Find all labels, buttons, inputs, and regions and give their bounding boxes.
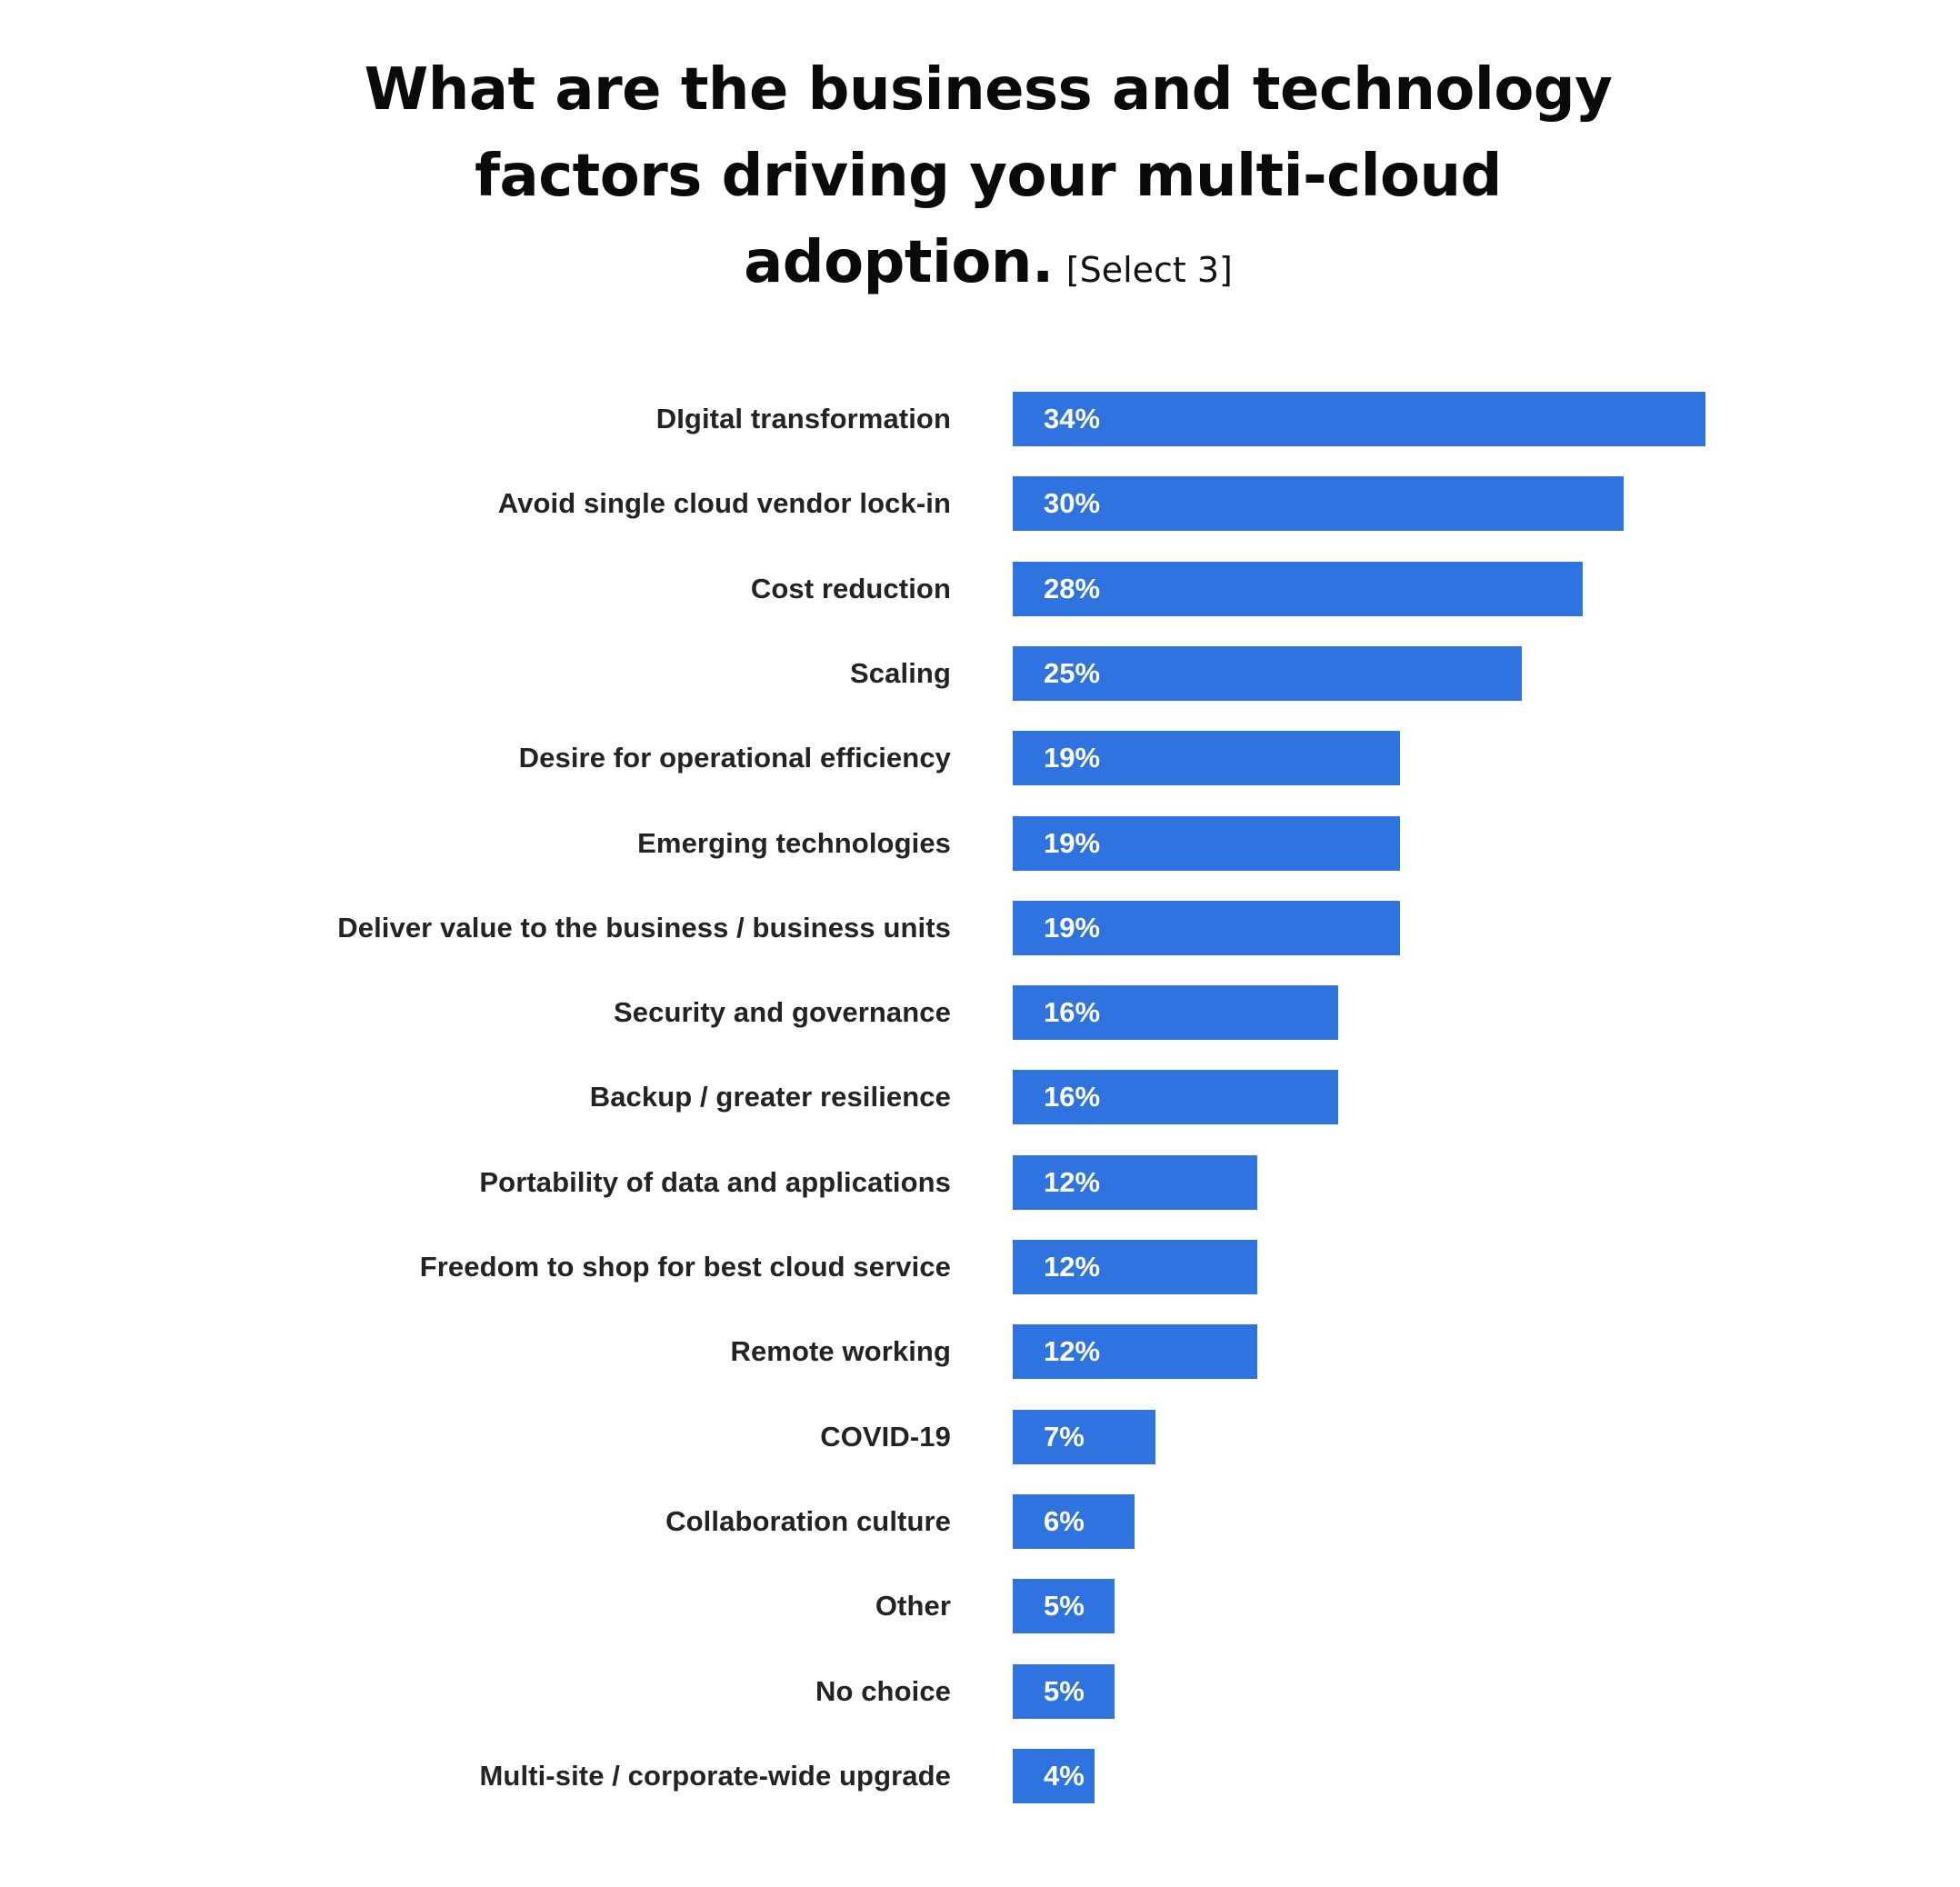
bar-value-label: 12%	[1044, 1251, 1101, 1283]
bar-row: Emerging technologies 19%	[0, 815, 1960, 871]
bar-label: Portability of data and applications	[479, 1165, 951, 1198]
bar-row: Cost reduction 28%	[0, 561, 1960, 616]
bar-row: Avoid single cloud vendor lock-in 30%	[0, 476, 1960, 532]
bar-value-label: 12%	[1044, 1335, 1101, 1368]
bar-label: Security and governance	[614, 996, 951, 1029]
bar-label: Emerging technologies	[637, 826, 951, 859]
bar: 19%	[1013, 900, 1400, 955]
bar: 12%	[1013, 1154, 1257, 1210]
bar: 5%	[1013, 1663, 1115, 1719]
select-note: [Select 3]	[1065, 250, 1233, 290]
bar: 5%	[1013, 1579, 1115, 1634]
bar-value-label: 25%	[1044, 656, 1101, 689]
bar-label: COVID-19	[820, 1420, 951, 1453]
bar-value-label: 12%	[1044, 1165, 1101, 1198]
chart-title: What are the business and technology fac…	[0, 47, 1960, 314]
bar-label: No choice	[815, 1674, 951, 1707]
title-line-1: What are the business and technology	[364, 56, 1613, 124]
bar-label: Scaling	[850, 656, 951, 689]
bar-label: Freedom to shop for best cloud service	[419, 1251, 951, 1283]
bar-value-label: 16%	[1044, 996, 1101, 1029]
bar: 19%	[1013, 731, 1400, 786]
bar-row: Security and governance 16%	[0, 985, 1960, 1041]
bar-label: Backup / greater resilience	[589, 1081, 951, 1113]
bar-value-label: 4%	[1044, 1759, 1085, 1792]
bar-value-label: 19%	[1044, 826, 1101, 859]
bar: 19%	[1013, 815, 1400, 871]
bar-row: Backup / greater resilience 16%	[0, 1070, 1960, 1125]
bar-row: DIgital transformation 34%	[0, 392, 1960, 446]
bar-row: Multi-site / corporate-wide upgrade 4%	[0, 1748, 1960, 1803]
title-line-2: factors driving your multi-cloud	[475, 143, 1502, 210]
bar-row: COVID-19 7%	[0, 1409, 1960, 1464]
title-line-3: adoption. [Select 3]	[0, 220, 1960, 314]
bar-value-label: 5%	[1044, 1674, 1085, 1707]
bar-label: Multi-site / corporate-wide upgrade	[479, 1759, 951, 1792]
bar-value-label: 5%	[1044, 1590, 1085, 1622]
bar-row: Other 5%	[0, 1579, 1960, 1634]
bar-row: Collaboration culture 6%	[0, 1493, 1960, 1549]
bar-value-label: 30%	[1044, 487, 1101, 520]
bar-value-label: 6%	[1044, 1504, 1085, 1537]
bar-row: Deliver value to the business / business…	[0, 900, 1960, 955]
bar-row: No choice 5%	[0, 1663, 1960, 1719]
bar-value-label: 19%	[1044, 911, 1101, 944]
bar: 7%	[1013, 1409, 1155, 1464]
bar-label: Remote working	[730, 1335, 951, 1368]
bar: 12%	[1013, 1240, 1257, 1294]
bar-row: Remote working 12%	[0, 1324, 1960, 1380]
bar-value-label: 7%	[1044, 1420, 1085, 1453]
bar: 25%	[1013, 645, 1522, 701]
bar: 4%	[1013, 1748, 1095, 1803]
bar-label: Desire for operational efficiency	[518, 742, 951, 774]
bar-row: Portability of data and applications 12%	[0, 1154, 1960, 1210]
title-line-3-text: adoption.	[744, 229, 1054, 296]
bar-label: Collaboration culture	[665, 1504, 951, 1537]
bar: 30%	[1013, 476, 1624, 532]
bar-value-label: 34%	[1044, 403, 1101, 434]
bar: 16%	[1013, 1070, 1338, 1125]
bar-label: Cost reduction	[750, 572, 951, 604]
bar-value-label: 28%	[1044, 572, 1101, 604]
bar-value-label: 16%	[1044, 1081, 1101, 1113]
bar-row: Desire for operational efficiency 19%	[0, 731, 1960, 786]
bar: 12%	[1013, 1324, 1257, 1380]
bar-label: Deliver value to the business / business…	[337, 911, 951, 944]
bar-label: DIgital transformation	[655, 403, 951, 434]
bar-row: Freedom to shop for best cloud service 1…	[0, 1240, 1960, 1294]
bar-value-label: 19%	[1044, 742, 1101, 774]
bar-row: Scaling 25%	[0, 645, 1960, 701]
bar: 16%	[1013, 985, 1338, 1041]
bar-label: Avoid single cloud vendor lock-in	[497, 487, 951, 520]
bar: 34%	[1013, 392, 1705, 446]
bar: 6%	[1013, 1493, 1135, 1549]
bar: 28%	[1013, 561, 1583, 616]
bar-label: Other	[875, 1590, 951, 1622]
